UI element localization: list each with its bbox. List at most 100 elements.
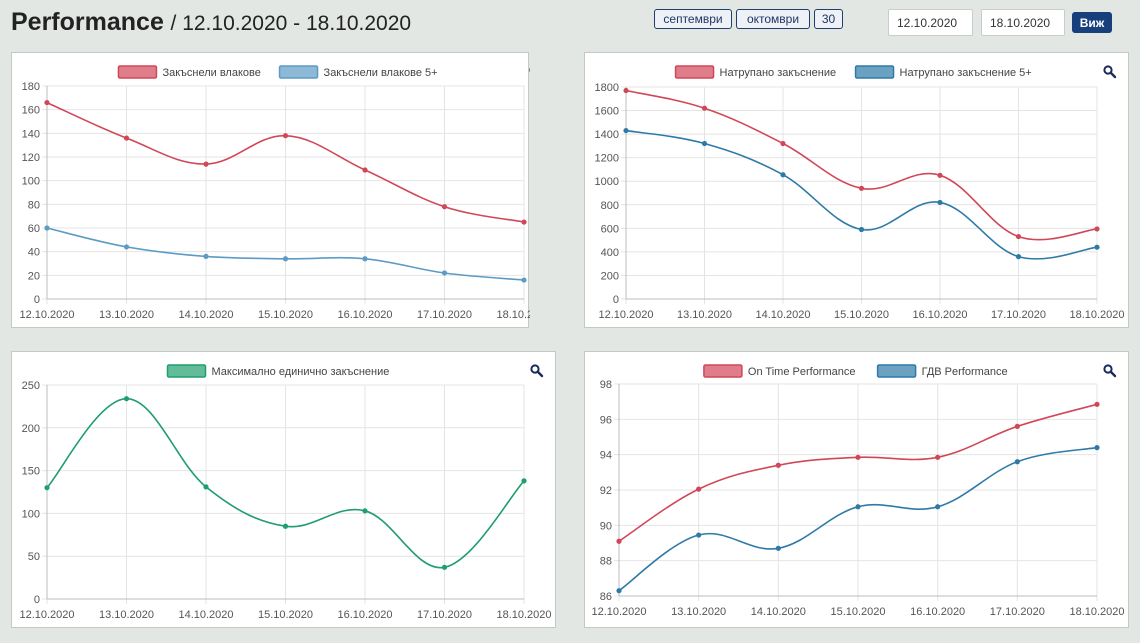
data-point xyxy=(521,478,527,484)
y-tick-label: 86 xyxy=(600,591,612,603)
legend-swatch xyxy=(674,65,715,79)
data-point xyxy=(616,588,622,594)
data-point xyxy=(623,87,629,94)
data-point xyxy=(44,225,50,231)
legend: On Time Performance ГДВ Performance xyxy=(703,364,1008,378)
data-point xyxy=(701,105,708,111)
data-point xyxy=(282,256,289,262)
x-tick-label: 12.10.2020 xyxy=(598,309,653,321)
data-point xyxy=(1015,233,1022,240)
x-tick-label: 14.10.2020 xyxy=(178,309,233,321)
x-tick-label: 12.10.2020 xyxy=(19,309,74,321)
legend-label: Натрупано закъснение 5+ xyxy=(900,67,1032,79)
y-tick-label: 40 xyxy=(28,247,40,259)
y-tick-label: 50 xyxy=(28,551,40,563)
data-point xyxy=(123,135,130,141)
y-tick-label: 250 xyxy=(22,380,40,392)
data-point xyxy=(203,161,209,167)
legend: Натрупано закъснение Натрупано закъснение… xyxy=(674,65,1032,79)
data-point xyxy=(937,172,943,178)
view-button[interactable]: Виж xyxy=(1072,12,1112,33)
data-point xyxy=(935,504,941,510)
chart-panel-delayed-trains: 0 20 40 60 80 100 120 140 160 180 12.10.2020 13.10.… xyxy=(11,52,530,328)
data-point xyxy=(780,172,786,178)
data-point xyxy=(44,99,50,106)
y-tick-label: 100 xyxy=(22,176,40,188)
data-point xyxy=(521,277,527,283)
search-icon[interactable] xyxy=(1103,65,1117,79)
x-tick-label: 12.10.2020 xyxy=(19,609,74,621)
x-tick-label: 13.10.2020 xyxy=(99,309,154,321)
data-point xyxy=(696,532,702,538)
data-point xyxy=(1014,459,1020,465)
x-tick-label: 14.10.2020 xyxy=(178,609,233,621)
y-tick-label: 0 xyxy=(34,594,40,606)
legend-swatch xyxy=(278,65,319,79)
x-tick-label: 15.10.2020 xyxy=(830,606,885,618)
october-button[interactable]: октомври xyxy=(736,9,810,29)
date-to-input[interactable] xyxy=(981,9,1065,36)
date-from-input[interactable] xyxy=(888,9,973,36)
x-tick-label: 16.10.2020 xyxy=(912,309,967,321)
x-tick-label: 15.10.2020 xyxy=(258,309,313,321)
x-tick-label: 17.10.2020 xyxy=(991,309,1046,321)
y-tick-label: 92 xyxy=(600,485,612,497)
y-tick-label: 160 xyxy=(22,105,40,117)
data-point xyxy=(935,454,941,460)
thirty-days-button[interactable]: 30 xyxy=(814,9,843,29)
data-point xyxy=(441,270,448,276)
x-tick-label: 17.10.2020 xyxy=(990,606,1045,618)
y-tick-label: 200 xyxy=(601,270,619,282)
legend-swatch xyxy=(703,364,743,378)
y-tick-label: 20 xyxy=(28,270,40,282)
search-icon[interactable] xyxy=(530,364,544,378)
data-point xyxy=(696,486,702,492)
y-tick-label: 88 xyxy=(600,556,612,568)
x-tick-label: 15.10.2020 xyxy=(834,309,889,321)
y-tick-label: 180 xyxy=(22,81,40,93)
legend-swatch xyxy=(117,65,158,79)
y-tick-label: 600 xyxy=(601,223,619,235)
x-tick-label: 18.10.2020 xyxy=(1069,309,1124,321)
y-tick-label: 80 xyxy=(28,199,40,211)
data-point xyxy=(123,244,130,250)
data-point xyxy=(701,140,708,147)
x-tick-label: 16.10.2020 xyxy=(337,609,392,621)
y-tick-label: 1000 xyxy=(595,176,619,188)
legend-swatch xyxy=(166,364,207,378)
x-tick-label: 13.10.2020 xyxy=(677,309,732,321)
search-icon[interactable] xyxy=(1103,364,1117,378)
x-tick-label: 17.10.2020 xyxy=(417,609,472,621)
y-tick-label: 800 xyxy=(601,200,619,212)
data-point xyxy=(780,140,786,147)
data-point xyxy=(362,256,368,262)
x-tick-label: 14.10.2020 xyxy=(751,606,806,618)
data-point xyxy=(616,538,622,544)
data-point xyxy=(441,204,448,210)
y-tick-label: 60 xyxy=(28,223,40,235)
data-point xyxy=(203,253,209,259)
legend-label: Закъснели влакове 5+ xyxy=(324,67,438,79)
x-tick-label: 18.10.2020 xyxy=(1069,606,1124,618)
data-point xyxy=(123,396,130,402)
x-tick-label: 18.10.2020 xyxy=(496,609,551,621)
data-point xyxy=(441,564,448,570)
y-tick-label: 1800 xyxy=(595,82,619,94)
page-title-range: / 12.10.2020 - 18.10.2020 xyxy=(170,12,412,35)
chart-panel-performance: 86 88 90 92 94 96 98 12.10.2020 13.10.2020 14.10.… xyxy=(584,351,1129,628)
x-tick-label: 18.10.2020 xyxy=(496,309,530,321)
y-tick-label: 140 xyxy=(22,128,40,140)
september-button[interactable]: септември xyxy=(654,9,732,29)
data-point xyxy=(203,484,209,490)
y-tick-label: 100 xyxy=(22,508,40,520)
x-tick-label: 13.10.2020 xyxy=(99,609,154,621)
legend: Максимално единично закъснение xyxy=(166,364,389,378)
chart-panel-accumulated-delay: 0 200 400 600 800 1000 1200 1400 1600 1800 12.10.2… xyxy=(584,52,1129,328)
grid xyxy=(42,384,525,604)
legend-label: Натрупано закъснение xyxy=(720,67,837,79)
x-tick-label: 12.10.2020 xyxy=(591,606,646,618)
y-tick-label: 120 xyxy=(22,152,40,164)
data-point xyxy=(858,226,865,233)
chart-delayed-trains: 0 20 40 60 80 100 120 140 160 180 12.10.2020 13.10.… xyxy=(19,65,530,321)
y-tick-label: 1200 xyxy=(595,153,619,165)
